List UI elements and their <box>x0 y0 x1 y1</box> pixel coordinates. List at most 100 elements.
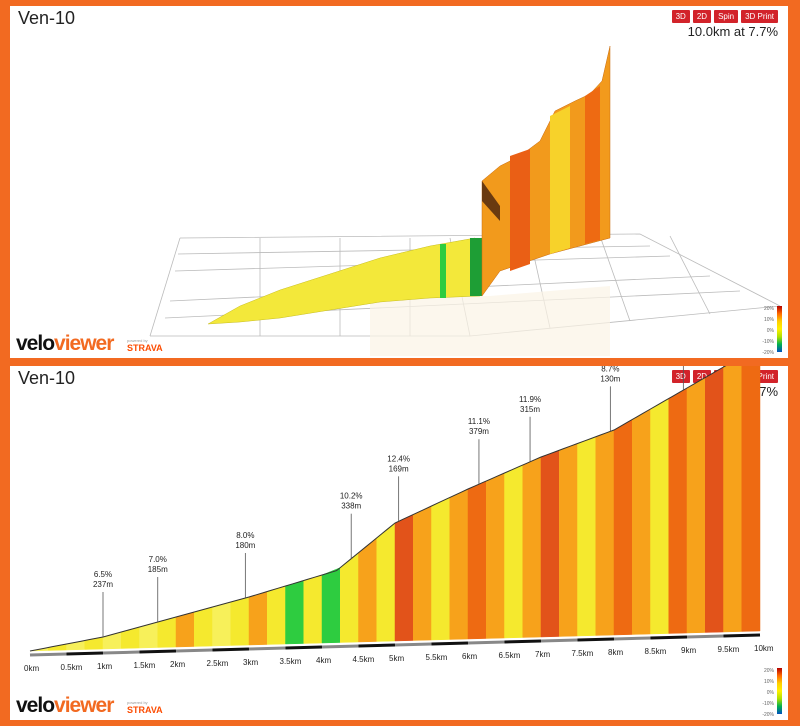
profile-outline <box>29 366 727 652</box>
gradient-segment <box>504 464 523 639</box>
scale-label: 10% <box>763 679 774 685</box>
profile-3d-canvas[interactable] <box>10 6 788 358</box>
km-label: 9.5km <box>718 645 740 654</box>
gradient-segment <box>540 449 560 638</box>
km-scale-segment <box>358 643 396 648</box>
km-label: 5.5km <box>426 653 448 662</box>
km-label: 4.5km <box>353 655 375 664</box>
km-label: 4km <box>316 656 331 665</box>
km-label: 1km <box>97 662 112 671</box>
km-label: 3.5km <box>280 657 302 666</box>
scale-label: 20% <box>763 306 774 312</box>
gradient-segment <box>212 601 231 647</box>
km-scale-segment <box>321 644 359 649</box>
profile-2d-canvas[interactable]: 0km 0.5km 1km 1.5km 2km 2.5km 3km 3.5km 4km 4.5km… <box>10 366 788 720</box>
km-label: 8.5km <box>645 647 667 656</box>
gradient-segment <box>632 408 651 635</box>
gradient-scale-2d: 20% 10% 0% -10% -20% <box>742 668 782 718</box>
km-label: 6.5km <box>499 651 521 660</box>
segment-title-2d: Ven-10 <box>18 368 76 388</box>
profile-3d-green-band <box>440 244 446 298</box>
button-2d[interactable]: 2D <box>692 10 712 23</box>
profile-reflection <box>370 286 610 356</box>
gradient-segment <box>705 366 724 633</box>
km-scale-segment <box>212 647 250 652</box>
gradient-segment <box>522 456 542 638</box>
km-scale-segment <box>540 638 578 643</box>
km-label: 3km <box>243 658 258 667</box>
scale-label: 0% <box>766 690 774 696</box>
km-scale-segment <box>504 639 542 644</box>
scale-label: 0% <box>766 328 774 334</box>
gradient-scale-3d: 20% 10% 0% -10% -20% <box>742 306 782 356</box>
scale-label: -20% <box>762 350 774 356</box>
km-scale-segment <box>577 637 615 642</box>
km-scale-segment <box>248 646 286 651</box>
annotation-grade: 10.2% <box>340 492 363 501</box>
gradient-segment <box>449 488 469 640</box>
gradient-segment <box>723 366 742 633</box>
veloviewer-logo-2d: veloviewer <box>16 694 114 717</box>
annotation-elevation: 169m <box>389 464 409 473</box>
button-spin[interactable]: Spin <box>714 10 739 23</box>
gradient-segment <box>175 611 195 648</box>
segment-title-3d: Ven-10 <box>18 8 76 28</box>
scale-label: -20% <box>762 712 774 718</box>
annotation-grade: 6.5% <box>94 570 112 579</box>
km-scale-segment <box>29 652 67 657</box>
scale-label: -10% <box>762 701 774 707</box>
km-scale-segment <box>394 642 432 647</box>
gradient-segment <box>321 567 341 644</box>
gradient-segment <box>194 606 213 647</box>
km-scale-segment <box>102 650 140 655</box>
km-label: 1.5km <box>134 661 156 670</box>
segment-summary-3d: 10.0km at 7.7% <box>687 24 778 39</box>
scale-label: 10% <box>763 317 774 323</box>
strava-logo-2d: powered by STRAVA <box>127 700 163 715</box>
km-scale-segment <box>723 633 761 638</box>
gradient-segment <box>741 366 761 632</box>
km-scale-segment <box>139 649 177 654</box>
annotation-grade: 8.0% <box>236 531 254 540</box>
annotation-elevation: 379m <box>469 427 489 436</box>
veloviewer-logo-3d: veloviewer <box>16 332 114 355</box>
annotation-elevation: 180m <box>235 541 255 550</box>
annotation-elevation: 237m <box>93 580 113 589</box>
km-label: 0km <box>24 664 39 673</box>
gradient-segment <box>303 574 323 644</box>
button-3d[interactable]: 3D <box>671 10 690 23</box>
annotation-elevation: 185m <box>148 565 168 574</box>
km-label: 9km <box>681 646 696 655</box>
strava-logo-3d: powered by STRAVA <box>127 338 163 353</box>
gradient-segment <box>394 514 414 642</box>
profile-3d-band <box>585 86 600 244</box>
gradient-segment <box>267 585 286 645</box>
gradient-segment <box>376 522 396 642</box>
gradient-segment <box>613 419 633 636</box>
km-label: 5km <box>389 654 404 663</box>
annotation-grade: 7.0% <box>149 555 167 564</box>
profile-3d-band <box>510 149 530 271</box>
gradient-scale-bar <box>777 306 782 352</box>
annotation-elevation: 130m <box>600 374 620 383</box>
gradient-segment <box>285 580 304 645</box>
km-scale-segment <box>467 640 505 645</box>
km-label: 2km <box>170 660 185 669</box>
gradient-segment <box>413 505 432 641</box>
button-3d-print[interactable]: 3D Print <box>741 10 778 23</box>
button-3d[interactable]: 3D <box>671 370 690 383</box>
gradient-segment <box>577 436 596 637</box>
km-label: 2.5km <box>207 659 229 668</box>
gradient-segment <box>431 497 450 641</box>
profile-3d-green-band-2 <box>470 238 482 296</box>
gradient-segment <box>650 398 669 635</box>
gradient-scale-bar <box>777 668 782 714</box>
view-buttons-3d: 3D 2D Spin 3D Print <box>671 10 778 23</box>
annotation-grade: 8.7% <box>601 366 619 373</box>
km-label: 8km <box>608 648 623 657</box>
gradient-segment <box>340 552 359 643</box>
km-label: 7.5km <box>572 649 594 658</box>
km-label: 10km <box>754 644 774 653</box>
gradient-segment <box>686 377 706 634</box>
annotation-grade: 11.1% <box>468 417 490 426</box>
